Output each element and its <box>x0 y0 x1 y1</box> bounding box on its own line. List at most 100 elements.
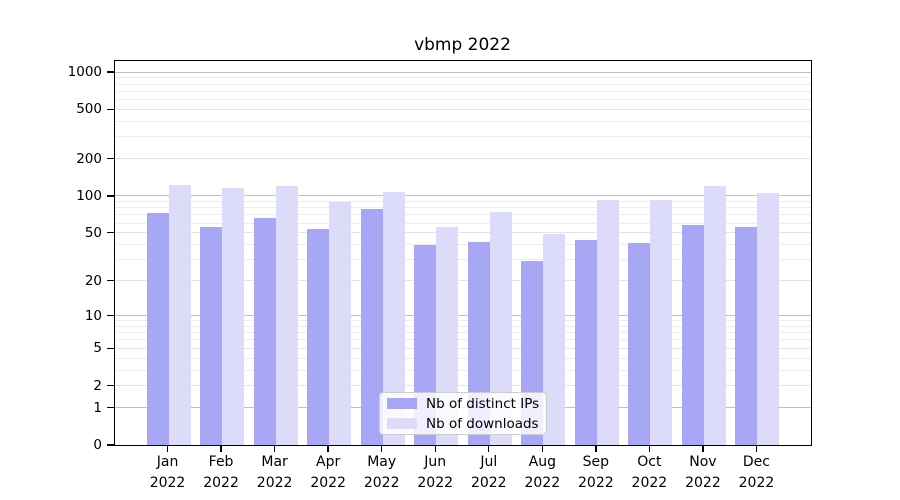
x-tick-mark <box>488 446 490 452</box>
gridline <box>115 385 811 387</box>
bar-ips-jan <box>146 213 169 445</box>
x-tick-mark <box>541 446 543 452</box>
y-tick-label-50: 50 <box>84 224 102 241</box>
legend-swatch-ips <box>387 398 417 409</box>
gridline <box>115 90 811 92</box>
bar-ips-apr <box>307 228 330 445</box>
gridline <box>115 83 811 85</box>
bar-downloads-nov <box>703 186 726 445</box>
gridline <box>115 121 811 123</box>
gridline <box>115 339 811 341</box>
y-tick-label-500: 500 <box>76 101 102 118</box>
bar-downloads-jul <box>489 211 512 445</box>
gridline <box>115 280 811 282</box>
gridline <box>115 195 811 197</box>
x-tick-mark <box>648 446 651 452</box>
bar-downloads-sep <box>596 199 619 445</box>
x-tick-mark <box>273 446 276 452</box>
bar-ips-dec <box>735 226 758 445</box>
legend-item-distinct-ips: Nb of distinct IPs <box>387 396 546 412</box>
y-tick-label-1000: 1000 <box>67 64 102 81</box>
y-tick-mark <box>107 406 114 409</box>
y-tick-mark <box>107 195 114 197</box>
legend-label-downloads: Nb of downloads <box>426 415 539 432</box>
x-tick-label-nov: Nov 2022 <box>685 454 721 491</box>
y-tick-label-10: 10 <box>84 307 102 324</box>
y-tick-label-200: 200 <box>76 150 102 167</box>
y-tick-mark <box>107 279 114 282</box>
gridline <box>115 315 811 317</box>
bar-downloads-feb <box>222 187 245 445</box>
y-tick-mark <box>107 314 114 317</box>
x-tick-label-may: May 2022 <box>363 454 400 491</box>
gridline <box>115 99 811 101</box>
gridline <box>115 325 811 327</box>
bar-downloads-jan <box>168 185 191 445</box>
gridline <box>115 320 811 322</box>
bar-downloads-dec <box>757 193 780 445</box>
x-tick-mark <box>220 446 222 452</box>
gridline <box>115 214 811 216</box>
bar-ips-nov <box>681 224 704 445</box>
y-tick-mark <box>107 385 114 387</box>
y-tick-mark <box>107 444 114 446</box>
gridline <box>115 158 811 160</box>
x-tick-label-aug: Aug 2022 <box>524 454 561 491</box>
x-tick-mark <box>702 446 704 452</box>
bar-ips-sep <box>574 239 597 445</box>
bar-downloads-may <box>382 192 405 445</box>
y-tick-mark <box>107 232 114 234</box>
x-tick-mark <box>380 446 383 452</box>
gridline <box>115 136 811 138</box>
bar-downloads-aug <box>543 233 566 445</box>
gridline <box>115 207 811 209</box>
gridline <box>115 109 811 110</box>
legend: Nb of distinct IPs Nb of downloads <box>379 392 547 435</box>
x-tick-mark <box>327 446 329 452</box>
gridline <box>115 222 811 224</box>
legend-swatch-downloads <box>387 418 417 429</box>
y-tick-label-20: 20 <box>84 272 102 289</box>
bar-ips-oct <box>628 243 651 445</box>
gridline <box>115 77 811 79</box>
x-tick-mark <box>755 446 758 452</box>
y-tick-label-1: 1 <box>93 399 102 416</box>
bar-downloads-mar <box>275 186 298 445</box>
legend-item-downloads: Nb of downloads <box>387 416 546 432</box>
gridline <box>115 347 811 349</box>
gridline <box>115 71 811 73</box>
x-tick-mark <box>595 446 597 452</box>
bar-downloads-jun <box>436 226 459 445</box>
bar-ips-feb <box>200 226 223 445</box>
x-tick-label-jun: Jun 2022 <box>417 454 454 491</box>
gridline <box>115 259 811 261</box>
bar-downloads-oct <box>650 200 673 445</box>
gridline <box>115 244 811 246</box>
bar-downloads-apr <box>329 202 352 445</box>
x-tick-label-oct: Oct 2022 <box>631 454 668 491</box>
x-tick-mark <box>166 446 169 452</box>
x-tick-label-sep: Sep 2022 <box>578 454 614 491</box>
y-tick-label-0: 0 <box>93 437 102 453</box>
y-tick-mark <box>107 158 114 160</box>
gridline <box>115 357 811 359</box>
y-tick-mark <box>107 108 114 111</box>
gridline <box>115 232 811 234</box>
y-tick-mark <box>107 347 114 349</box>
gridline <box>115 369 811 371</box>
x-tick-label-jan: Jan 2022 <box>149 454 186 491</box>
x-tick-label-apr: Apr 2022 <box>310 454 346 491</box>
y-tick-label-100: 100 <box>76 187 102 204</box>
x-tick-label-feb: Feb 2022 <box>203 454 239 491</box>
y-tick-label-5: 5 <box>93 340 102 357</box>
y-tick-label-2: 2 <box>93 377 102 394</box>
chart-title: vbmp 2022 <box>414 35 511 55</box>
gridline <box>115 201 811 203</box>
gridline <box>115 332 811 334</box>
bar-ips-mar <box>253 218 276 445</box>
legend-label-ips: Nb of distinct IPs <box>426 395 540 412</box>
x-tick-mark <box>434 446 436 452</box>
x-tick-label-mar: Mar 2022 <box>256 454 293 491</box>
x-tick-label-dec: Dec 2022 <box>738 454 775 491</box>
bar-ips-may <box>360 208 383 445</box>
